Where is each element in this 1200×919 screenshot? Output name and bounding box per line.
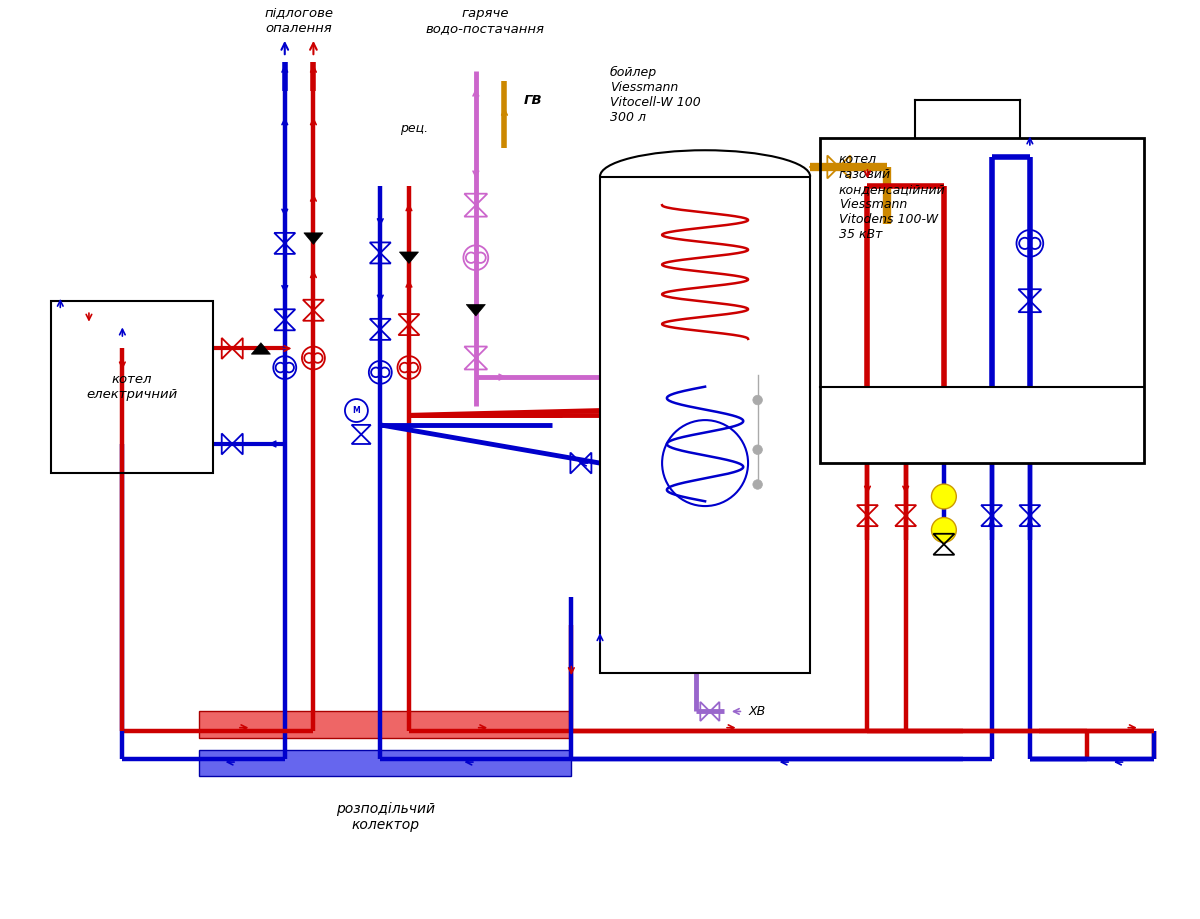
Text: гаряче
водо-постачання: гаряче водо-постачання: [426, 7, 545, 35]
Bar: [50, 301, 214, 472]
Polygon shape: [467, 304, 485, 316]
Bar: [600, 176, 810, 674]
Text: ХВ: ХВ: [748, 705, 766, 718]
Circle shape: [752, 445, 762, 455]
Bar: [820, 138, 1145, 463]
Text: підлогове
опалення: підлогове опалення: [264, 7, 334, 35]
Bar: [199, 711, 571, 738]
Polygon shape: [251, 343, 270, 354]
Circle shape: [752, 395, 762, 404]
Circle shape: [931, 484, 956, 509]
Circle shape: [752, 480, 762, 489]
Text: ГВ: ГВ: [523, 94, 542, 107]
Polygon shape: [304, 233, 323, 244]
Text: рец.: рец.: [400, 122, 428, 135]
Text: бойлер
Viessmann
Vitocell-W 100
300 л: бойлер Viessmann Vitocell-W 100 300 л: [610, 66, 701, 124]
Text: M: M: [353, 406, 360, 415]
Text: котел
газовий
конденсаційний
Viessmann
Vitodens 100-W
35 кВт: котел газовий конденсаційний Viessmann V…: [839, 153, 946, 241]
Text: котел
електричний: котел електричний: [86, 373, 178, 401]
Text: розподільчий
колектор: розподільчий колектор: [336, 802, 434, 833]
Bar: [199, 750, 571, 777]
Circle shape: [931, 517, 956, 542]
Polygon shape: [400, 252, 419, 264]
